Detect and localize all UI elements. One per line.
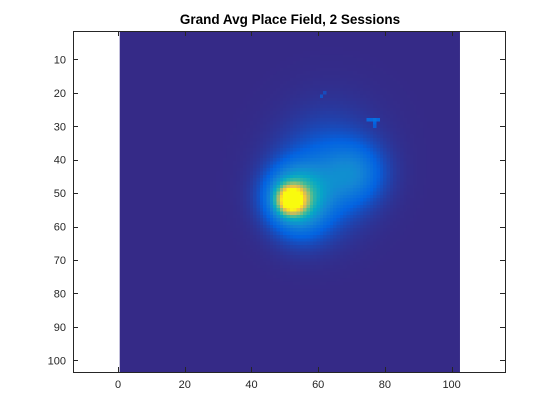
x-tick-label: 100 (442, 379, 460, 391)
x-tick-label: 80 (379, 379, 391, 391)
x-tick-label: 0 (115, 379, 121, 391)
y-tick-label: 80 (54, 288, 66, 300)
x-tick-label: 60 (312, 379, 324, 391)
y-tick-label: 60 (54, 222, 66, 234)
y-tick-label: 20 (54, 88, 66, 100)
plot-area (119, 31, 460, 372)
y-tick-label: 90 (54, 322, 66, 334)
chart-title: Grand Avg Place Field, 2 Sessions (180, 12, 400, 27)
axes: 0 20 40 60 80 100 10 20 30 40 50 60 70 80 90 100 (48, 31, 506, 391)
axes-box (73, 31, 506, 373)
y-tick-label: 10 (54, 54, 66, 66)
y-tick-label: 40 (54, 155, 66, 167)
x-tick-label: 20 (179, 379, 191, 391)
place-field-heatmap-image (119, 31, 460, 372)
y-tick-label: 70 (54, 255, 66, 267)
y-tick-label: 50 (54, 188, 66, 200)
y-tick-label: 30 (54, 121, 66, 133)
x-tick-label: 40 (245, 379, 257, 391)
y-tick-label: 100 (48, 355, 66, 367)
